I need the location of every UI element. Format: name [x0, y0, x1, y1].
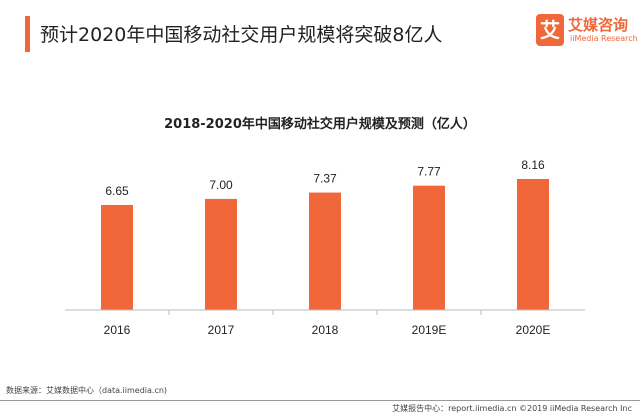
bar [309, 192, 341, 310]
bar [413, 185, 445, 310]
footer-divider [0, 400, 640, 401]
value-label: 7.00 [209, 178, 233, 192]
x-tick-label: 2018 [312, 323, 339, 337]
x-tick-label: 2020E [516, 323, 551, 337]
x-tick-label: 2016 [104, 323, 131, 337]
logo-subtext: iiMedia Research [570, 34, 638, 43]
source-note: 数据来源：艾媒数据中心（data.iimedia.cn) [6, 386, 168, 395]
x-tick-label: 2017 [208, 323, 235, 337]
x-tick-label: 2019E [412, 323, 447, 337]
title-accent-bar [25, 16, 30, 52]
copyright: 艾媒报告中心：report.iimedia.cn ©2019 iiMedia R… [392, 404, 632, 413]
bar [517, 178, 549, 310]
logo-mark: 艾 [536, 14, 564, 46]
value-label: 8.16 [521, 158, 545, 172]
logo-text: 艾媒咨询 [568, 16, 629, 34]
page-title: 预计2020年中国移动社交用户规模将突破8亿人 [40, 24, 443, 46]
value-label: 7.77 [417, 165, 441, 179]
bar [101, 204, 133, 310]
value-label: 6.65 [105, 184, 129, 198]
bar [205, 198, 237, 310]
value-label: 7.37 [313, 172, 337, 186]
chart-title: 2018-2020年中国移动社交用户规模及预测（亿人） [164, 117, 476, 132]
